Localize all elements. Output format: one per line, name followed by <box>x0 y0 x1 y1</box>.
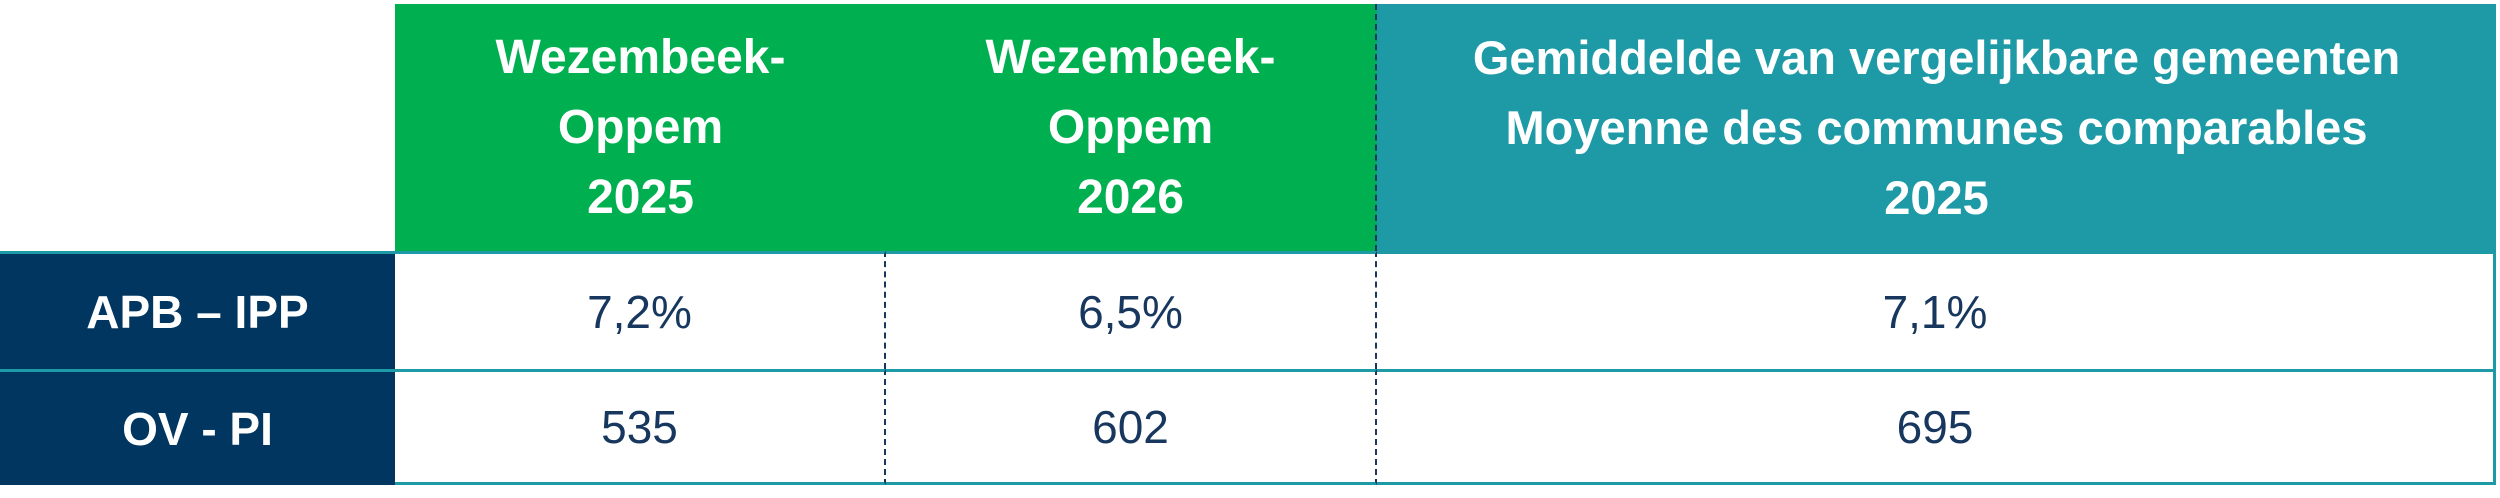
value-text: 6,5% <box>1078 285 1183 338</box>
value-cell: 7,1% <box>1377 251 2496 369</box>
value-text: 535 <box>601 401 678 453</box>
corner-cell <box>0 4 395 251</box>
value-text: 695 <box>1896 401 1974 453</box>
header-cell: Wezembeek- Oppem 2025 <box>395 4 886 251</box>
data-table: Wezembeek- Oppem 2025 Wezembeek- Oppem 2026 Ge… <box>0 4 2496 485</box>
row-label: APB – IPP <box>0 251 395 369</box>
header-line: Wezembeek- <box>985 30 1276 84</box>
header-cell: Gemiddelde van vergelijkbare gemeenten Mo… <box>1377 4 2496 251</box>
header-line: 2025 <box>587 170 694 224</box>
value-cell: 695 <box>1377 369 2496 485</box>
header-line: Moyenne des communes comparables <box>1505 100 2368 154</box>
header-cell: Wezembeek- Oppem 2026 <box>886 4 1377 251</box>
row-label-text: OV - PI <box>122 402 273 455</box>
header-line: 2025 <box>1884 170 1989 224</box>
header-line: Oppem <box>1047 100 1214 154</box>
value-cell: 535 <box>395 369 886 485</box>
value-cell: 7,2% <box>395 251 886 369</box>
value-text: 7,2% <box>587 285 692 338</box>
row-label: OV - PI <box>0 369 395 485</box>
row-label-text: APB – IPP <box>86 285 309 338</box>
header-line: Wezembeek- <box>495 30 786 84</box>
header-line: Oppem <box>557 100 724 154</box>
header-line: Gemiddelde van vergelijkbare gemeenten <box>1472 30 2401 84</box>
header-line: 2026 <box>1077 170 1184 224</box>
value-cell: 602 <box>886 369 1377 485</box>
value-cell: 6,5% <box>886 251 1377 369</box>
value-text: 602 <box>1092 401 1169 453</box>
value-text: 7,1% <box>1882 285 1988 338</box>
